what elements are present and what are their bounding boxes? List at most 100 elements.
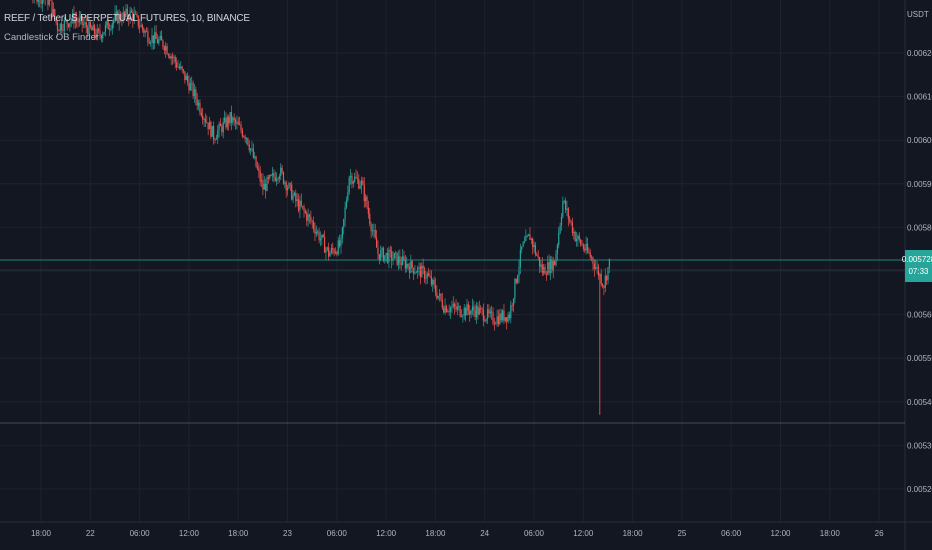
- candle-body: [70, 20, 72, 24]
- candle-body: [139, 26, 141, 28]
- candle-body: [589, 252, 591, 257]
- candle-body: [128, 17, 130, 20]
- candle-body: [582, 244, 584, 249]
- candle-body: [230, 112, 233, 123]
- candle-body: [155, 32, 157, 39]
- candle-body: [63, 19, 65, 31]
- candle-body: [184, 71, 186, 80]
- time-tick-label: 12:00: [770, 529, 791, 538]
- candle-body: [119, 13, 122, 20]
- candle-body: [536, 254, 538, 256]
- candle-body: [245, 138, 248, 140]
- candle-body: [278, 176, 280, 180]
- time-tick-label: 18:00: [425, 529, 446, 538]
- candle-body: [469, 310, 471, 315]
- candle-body: [523, 241, 526, 243]
- candle-body: [517, 275, 519, 283]
- candle-body: [530, 238, 532, 240]
- candle-body: [41, 0, 44, 4]
- candle-body: [465, 307, 467, 316]
- candle-body: [385, 253, 387, 256]
- candle-body: [584, 248, 586, 251]
- candle-body: [62, 30, 64, 31]
- candle-body: [78, 17, 81, 23]
- candle-body: [306, 212, 308, 221]
- candle-body: [178, 66, 180, 69]
- candle-body: [193, 89, 196, 97]
- candle-body: [147, 31, 149, 43]
- candle-body: [432, 279, 434, 285]
- candle-body: [59, 23, 61, 32]
- symbol-legend[interactable]: REEF / TetherUS PERPETUAL FUTURES, 10, B…: [4, 13, 250, 24]
- time-tick-label: 12:00: [376, 529, 397, 538]
- candle-body: [192, 82, 194, 97]
- candle-body: [448, 311, 450, 313]
- candle-body: [285, 182, 287, 191]
- candle-body: [88, 21, 90, 35]
- candle-body: [58, 30, 60, 32]
- price-tick-label: 0.005200: [907, 485, 932, 494]
- candle-body: [106, 21, 108, 25]
- candle-body: [89, 21, 91, 28]
- candle-body: [391, 251, 393, 261]
- candle-body: [281, 167, 283, 173]
- candle-body: [108, 29, 111, 30]
- candle-body: [76, 19, 78, 21]
- candle-body: [436, 292, 438, 299]
- candle-body: [426, 273, 428, 278]
- candle-body: [347, 192, 349, 201]
- candle-body: [188, 81, 190, 91]
- candle-body: [351, 175, 353, 184]
- time-tick-label: 18:00: [31, 529, 52, 538]
- candle-body: [47, 0, 49, 5]
- candle-body: [251, 148, 253, 150]
- time-axis[interactable]: 18:00 22 06:00 12:00 18:00 23 06:00 12:00 18:00 2…: [0, 521, 932, 538]
- candle-body: [54, 9, 56, 19]
- indicator-legend[interactable]: Candlestick OB Finder: [4, 32, 100, 43]
- candle-body: [200, 112, 202, 116]
- candle-body: [156, 38, 159, 44]
- candle-body: [447, 311, 449, 313]
- candle-body: [286, 187, 289, 191]
- candle-body: [222, 122, 224, 133]
- candle-body: [369, 213, 371, 224]
- candle-body: [211, 125, 213, 137]
- time-tick-label: 18:00: [820, 529, 841, 538]
- candle-body: [344, 207, 346, 220]
- candle-body: [441, 299, 443, 308]
- candle-body: [440, 293, 442, 300]
- candle-body: [141, 24, 144, 29]
- candle-body: [599, 273, 601, 276]
- candle-body: [130, 10, 133, 13]
- price-tick-label: 0.006100: [907, 93, 932, 102]
- candle-body: [326, 247, 328, 249]
- candle-body: [444, 305, 446, 313]
- candle-body: [165, 46, 167, 51]
- candle-body: [187, 76, 189, 82]
- candle-body: [414, 272, 416, 274]
- candle-body: [265, 183, 267, 191]
- candle-body: [225, 117, 227, 128]
- candle-body: [336, 252, 338, 255]
- candle-body: [492, 312, 494, 324]
- candle-body: [410, 260, 412, 273]
- candle-body: [322, 234, 324, 237]
- candle-body: [134, 13, 137, 15]
- candle-body: [415, 272, 417, 274]
- candle-body: [84, 22, 86, 25]
- candle-body: [82, 24, 85, 25]
- candle-body: [314, 228, 316, 234]
- candle-body: [429, 275, 431, 277]
- candle-body: [311, 221, 313, 223]
- candle-body: [384, 255, 386, 261]
- candle-body: [234, 119, 237, 124]
- candle-body: [176, 62, 178, 68]
- candle-body: [204, 119, 207, 123]
- time-tick-label: 26: [875, 529, 884, 538]
- candle-body: [558, 232, 560, 246]
- candle-body: [169, 55, 171, 59]
- candle-body: [199, 102, 201, 113]
- candle-body: [474, 310, 476, 317]
- candle-body: [507, 314, 509, 322]
